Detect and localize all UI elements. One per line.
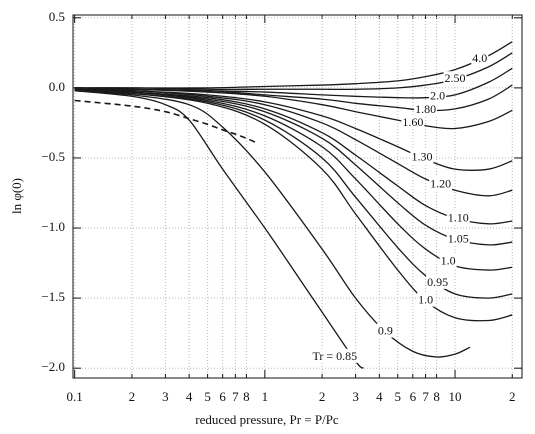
curve-label-bg [443, 71, 467, 86]
y-tick-label: −0.5 [41, 149, 65, 164]
curve-label: 0.95 [427, 275, 448, 289]
x-tick-label: 7 [422, 389, 429, 404]
y-tick-label: −1.0 [41, 219, 65, 234]
y-tick-label: −2.0 [41, 359, 65, 374]
x-tick-label: 6 [410, 389, 417, 404]
curve-label-bg [417, 292, 435, 307]
curve-label-group: 0.95 [426, 274, 450, 289]
x-tick-label: 7 [232, 389, 239, 404]
curve-label-bg [414, 102, 438, 117]
curve-label-bg [439, 253, 457, 268]
curve [74, 90, 471, 358]
curve [74, 90, 513, 299]
curve [74, 84, 513, 112]
curve-label-group: 1.05 [446, 231, 470, 246]
x-tick-label: 3 [162, 389, 169, 404]
curve-label-bg [410, 149, 434, 164]
curve [74, 88, 513, 197]
x-tick-label: 8 [243, 389, 250, 404]
curve [74, 88, 513, 171]
curve-label-bg [311, 348, 359, 363]
curve-label: 1.10 [448, 211, 469, 225]
curve-label: 1.20 [430, 176, 451, 190]
x-axis-label: reduced pressure, Pr = P/Pc [195, 412, 339, 427]
curve-label: 2.0 [430, 88, 445, 102]
curve-label-group: 1.20 [429, 176, 453, 191]
curve [74, 88, 513, 271]
x-tick-label: 2 [129, 389, 136, 404]
curve-label-group: 2.50 [443, 71, 467, 86]
curve-label-group: 1.30 [410, 149, 434, 164]
curve-label-bg [401, 114, 425, 129]
y-axis-label: ln φ(0) [9, 178, 24, 214]
saturation-curve [74, 99, 257, 144]
y-tick-label: 0.0 [49, 79, 65, 94]
x-tick-label: 0.1 [67, 389, 83, 404]
x-tick-label: 5 [395, 389, 402, 404]
curve-label-group: 0.9 [376, 323, 394, 338]
curve-label: Tr = 0.85 [312, 349, 357, 363]
curve-label: 1.80 [415, 102, 436, 116]
curve-label-group: Tr = 0.85 [311, 348, 359, 363]
curve-label-group: 1.80 [414, 102, 438, 117]
curve-label-bg [446, 231, 470, 246]
x-tick-label: 2 [509, 389, 516, 404]
y-tick-label: −1.5 [41, 289, 65, 304]
curve-label: 1.05 [448, 232, 469, 246]
curve-label: 1.0 [441, 254, 456, 268]
curve [74, 87, 513, 130]
x-tick-label: 4 [186, 389, 193, 404]
curve-label: 2.50 [445, 71, 466, 85]
curve-label-bg [429, 88, 447, 103]
curve-label: 0.9 [378, 323, 393, 337]
curve-label-bg [471, 51, 489, 66]
y-tick-label: 0.5 [49, 9, 65, 24]
curve-label-group: 1.10 [446, 210, 470, 225]
curve-label-group: 1.0 [439, 253, 457, 268]
x-tick-label: 2 [319, 389, 326, 404]
curve-label-bg [446, 210, 470, 225]
curve-label: 1.0 [418, 293, 433, 307]
x-tick-label: 10 [449, 389, 462, 404]
curve [74, 90, 364, 369]
curve-label: 1.60 [402, 115, 423, 129]
x-tick-label: 1 [262, 389, 269, 404]
curve-label: 4.0 [472, 51, 487, 65]
curve-label: 1.30 [411, 149, 432, 163]
curve-label-group: 1.60 [401, 114, 425, 129]
curve-label-group: 1.0 [417, 292, 435, 307]
x-tick-label: 6 [219, 389, 226, 404]
curve-label-group: 2.0 [429, 88, 447, 103]
curve-label-bg [429, 176, 453, 191]
curve [74, 41, 513, 89]
x-tick-label: 3 [352, 389, 359, 404]
curve-label-bg [426, 274, 450, 289]
x-tick-label: 8 [433, 389, 440, 404]
curve-label-group: 4.0 [471, 51, 489, 66]
plot-frame [72, 14, 523, 379]
curve [74, 90, 513, 322]
x-tick-label: 5 [204, 389, 211, 404]
x-tick-label: 4 [376, 389, 383, 404]
curve-label-bg [376, 323, 394, 338]
